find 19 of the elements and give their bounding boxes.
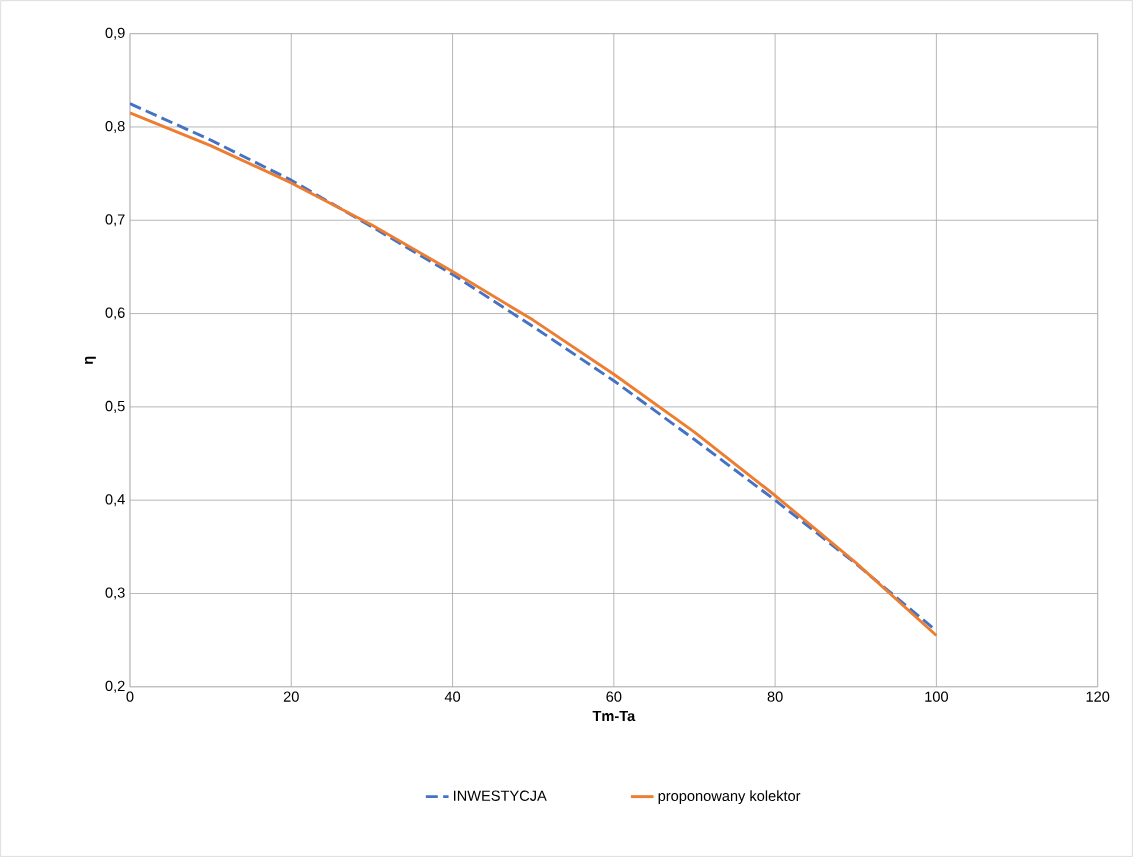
legend-label: INWESTYCJA [454, 790, 547, 801]
x-tick-label: 20 [283, 691, 299, 702]
x-tick-label: 80 [767, 691, 783, 702]
y-tick-label: 0,5 [105, 400, 125, 413]
x-tick-label: 120 [1086, 691, 1110, 702]
x-tick-label: 60 [606, 691, 622, 702]
y-tick-label: 0,9 [105, 27, 125, 40]
x-tick-label: 40 [444, 691, 461, 702]
x-tick-label: 0 [126, 691, 134, 702]
y-tick-label: 0,4 [105, 494, 125, 507]
y-axis-title: η [84, 356, 96, 364]
x-axis-title: Tm-Ta [592, 710, 636, 722]
y-tick-label: 0,2 [105, 680, 125, 693]
x-tick-label: 100 [925, 691, 948, 702]
legend-label: proponowany kolektor [658, 790, 801, 804]
y-tick-label: 0,7 [105, 214, 125, 227]
y-tick-label: 0,6 [105, 307, 125, 320]
y-tick-label: 0,3 [105, 587, 125, 600]
y-tick-label: 0,8 [105, 120, 125, 133]
